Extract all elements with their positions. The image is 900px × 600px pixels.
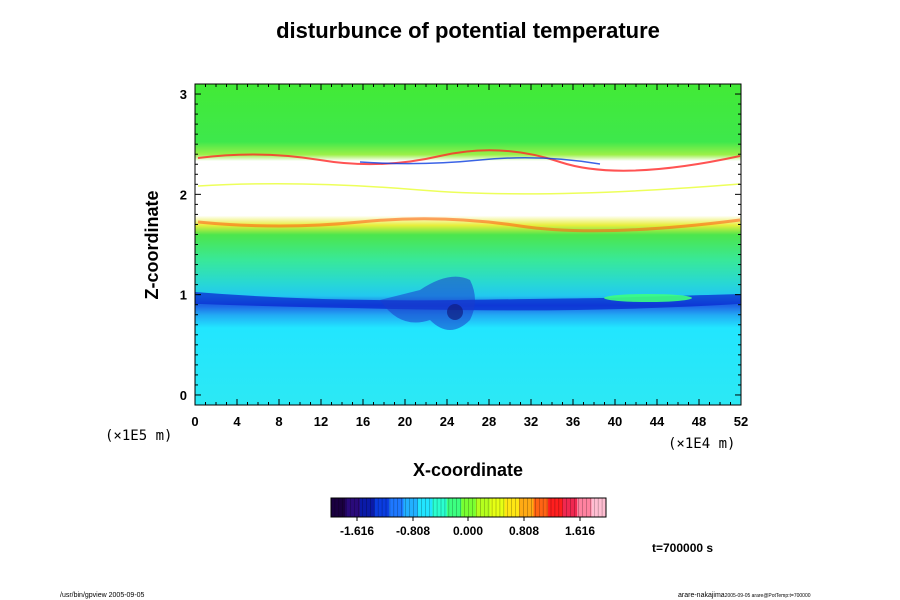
- x-tick-label: 8: [275, 414, 282, 429]
- x-tick-label: 44: [650, 414, 665, 429]
- colorbar-segment: [490, 498, 506, 517]
- x-tick-label: 52: [734, 414, 748, 429]
- y-tick-label: 0: [180, 388, 187, 403]
- colorbar-segment: [577, 498, 593, 517]
- x-tick-label: 4: [233, 414, 241, 429]
- colorbar-tick-label: -0.808: [396, 524, 430, 538]
- x-tick-label: 24: [440, 414, 455, 429]
- plot-area: [195, 84, 741, 405]
- streak-lower: [197, 217, 741, 233]
- footer-left: /usr/bin/gpview 2005-09-05: [60, 592, 145, 599]
- streak-blue: [359, 157, 601, 165]
- colorbar-segment: [591, 498, 607, 517]
- x-tick-label: 48: [692, 414, 706, 429]
- colorbar-segment: [345, 498, 361, 517]
- colorbar-segment: [388, 498, 404, 517]
- x-tick-label: 32: [524, 414, 538, 429]
- x-unit-label: (×1E4 m): [668, 436, 735, 452]
- y-tick-labels: 0 1 2 3: [180, 87, 187, 403]
- colorbar-segment: [562, 498, 578, 517]
- x-tick-label: 0: [191, 414, 198, 429]
- colorbar-tick-labels: -1.616 -0.808 0.000 0.808 1.616: [340, 524, 595, 538]
- field-background: [195, 84, 741, 405]
- colorbar-segment: [461, 498, 477, 517]
- warm-lens: [604, 294, 692, 302]
- x-tick-label: 36: [566, 414, 580, 429]
- time-label: t=700000 s: [652, 541, 713, 555]
- y-tick-label: 1: [180, 288, 187, 303]
- x-tick-label: 40: [608, 414, 622, 429]
- colorbar-segment: [331, 498, 346, 517]
- colorbar-segment: [359, 498, 375, 517]
- axis-ticks: [194, 84, 742, 405]
- chart-title: disturbunce of potential temperature: [276, 18, 660, 43]
- footer-right-main: arare-nakajima: [678, 592, 725, 599]
- colorbar-tick-label: 1.616: [565, 524, 595, 538]
- colorbar-segment: [475, 498, 491, 517]
- footer-right-sub: 2005-09-05 arare@PotTemp:t=700000: [725, 593, 811, 599]
- x-tick-label: 20: [398, 414, 412, 429]
- x-tick-label: 16: [356, 414, 370, 429]
- colorbar-segment: [403, 498, 419, 517]
- colorbar-segment: [432, 498, 448, 517]
- colorbar-tick-label: 0.000: [453, 524, 483, 538]
- colorbar: [330, 497, 607, 521]
- colorbar-segment: [504, 498, 520, 517]
- colorbar-tick-label: -1.616: [340, 524, 374, 538]
- colorbar-segment: [548, 498, 564, 517]
- footer-right: arare-nakajima2005-09-05 arare@PotTemp:t…: [678, 592, 811, 599]
- x-tick-labels: 0 4 8 12 16 20 24 28 32 36 40 44 48 52: [191, 414, 748, 429]
- streak-mid: [197, 183, 741, 195]
- x-axis-label: X-coordinate: [413, 460, 523, 480]
- streak-upper: [197, 149, 741, 172]
- plume-core: [447, 304, 463, 320]
- x-tick-label: 12: [314, 414, 328, 429]
- y-tick-label: 2: [180, 187, 187, 202]
- y-axis-label: Z-coordinate: [142, 190, 162, 299]
- y-unit-label: (×1E5 m): [105, 428, 172, 444]
- y-tick-label: 3: [180, 87, 187, 102]
- x-tick-label: 28: [482, 414, 496, 429]
- colorbar-segment: [446, 498, 462, 517]
- colorbar-segment: [533, 498, 549, 517]
- colorbar-tick-label: 0.808: [509, 524, 539, 538]
- colorbar-segment: [519, 498, 535, 517]
